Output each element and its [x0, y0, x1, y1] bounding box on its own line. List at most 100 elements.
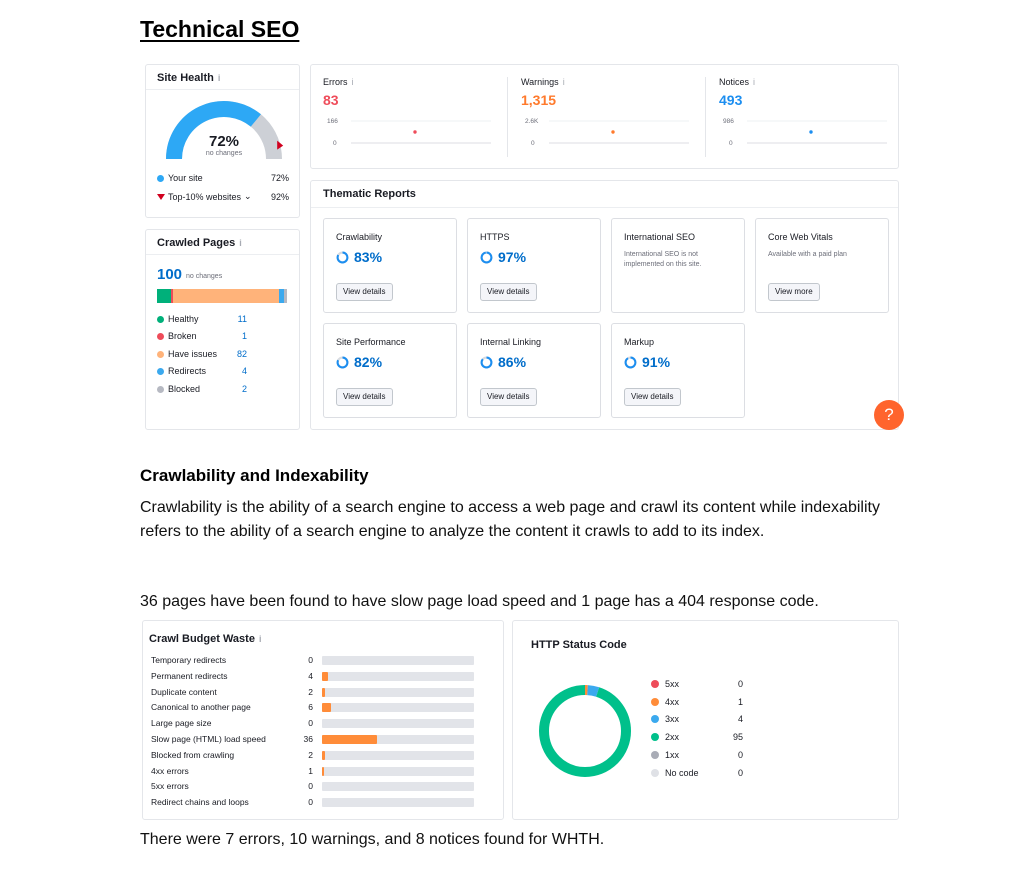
tile-markup[interactable]: Markup 91% View details	[611, 323, 745, 418]
crawled-row-have-issues[interactable]: Have issues 82	[157, 349, 247, 359]
crawl-budget-bar	[322, 687, 326, 697]
thematic-reports-title: Thematic Reports	[323, 188, 416, 200]
donut-segment-2xx	[539, 685, 631, 777]
view-details-button[interactable]: View details	[336, 283, 393, 301]
crawl-budget-value: 0	[308, 797, 313, 808]
warnings-widget[interactable]: Warnings i 1,315 2.6K 0	[509, 65, 705, 168]
http-status-code-card: HTTP Status Code 5xx 0 4xx 1 3xx 4 2xx 95 1x…	[512, 620, 899, 820]
help-button[interactable]: ?	[874, 400, 904, 430]
crawl-budget-bar	[322, 735, 377, 744]
dot-icon	[651, 733, 659, 741]
status-row-4xx[interactable]: 4xx 1	[651, 697, 743, 707]
dot-icon	[157, 385, 164, 393]
svg-text:0: 0	[531, 140, 535, 147]
progress-ring-icon	[624, 356, 637, 368]
warnings-point	[611, 130, 615, 134]
crawl-budget-label: Permanent redirects	[151, 670, 228, 681]
crawl-budget-row[interactable]: 5xx errors 0	[151, 781, 474, 793]
crawl-budget-bar-track	[322, 782, 474, 792]
crawl-budget-value: 2	[308, 686, 313, 697]
view-details-button[interactable]: View details	[480, 388, 537, 406]
crawled-pages-card: Crawled Pages i 100 no changes Healthy 11 …	[145, 229, 300, 430]
status-row-no-code[interactable]: No code 0	[651, 768, 743, 778]
crawl-budget-bar-track	[322, 750, 474, 760]
triangle-icon	[157, 193, 165, 200]
site-health-card: Site Health i 72% no changes Your site 72…	[145, 64, 300, 218]
crawl-budget-row[interactable]: Canonical to another page 6	[151, 702, 474, 714]
crawl-budget-row[interactable]: Permanent redirects 4	[151, 670, 474, 683]
progress-ring-icon	[336, 356, 349, 368]
crawl-budget-value: 0	[308, 655, 313, 665]
crawled-pages-count[interactable]: 100	[157, 266, 183, 283]
crawl-budget-bar	[322, 750, 326, 760]
tile-site-performance[interactable]: Site Performance 82% View details	[323, 323, 457, 418]
tile-international-seo[interactable]: International SEO International SEO is n…	[611, 218, 745, 313]
crawled-row-redirects[interactable]: Redirects 4	[157, 366, 247, 376]
errors-point	[413, 130, 417, 134]
info-icon[interactable]: i	[258, 634, 262, 644]
crawl-budget-label: Slow page (HTML) load speed	[151, 734, 266, 744]
crawl-budget-row[interactable]: Redirect chains and loops 0	[151, 797, 474, 809]
crawl-budget-label: Temporary redirects	[151, 655, 227, 665]
site-health-subtext: no changes	[205, 150, 243, 157]
site-health-value: 72%	[208, 133, 240, 150]
crawled-row-blocked[interactable]: Blocked 2	[157, 384, 247, 394]
site-health-gauge	[166, 101, 284, 160]
thematic-reports-card: Thematic Reports Crawlability 83% View d…	[310, 180, 899, 430]
errors-value[interactable]: 83	[323, 92, 339, 108]
crawl-budget-row[interactable]: Duplicate content 2	[151, 686, 474, 699]
crawl-budget-value: 6	[308, 702, 313, 713]
legend-your-site: Your site 72%	[157, 173, 289, 183]
crawl-budget-value: 1	[308, 765, 313, 776]
chevron-down-icon[interactable]: ⌄	[244, 191, 252, 201]
errors-widget[interactable]: Errors i 83 166 0	[311, 65, 507, 168]
crawl-budget-row[interactable]: Large page size 0	[151, 718, 474, 730]
status-row-1xx[interactable]: 1xx 0	[651, 750, 743, 760]
warnings-value[interactable]: 1,315	[521, 92, 557, 108]
stacked-bar-segment	[157, 289, 172, 303]
status-row-2xx[interactable]: 2xx 95	[651, 732, 743, 742]
notices-value[interactable]: 493	[719, 92, 743, 108]
crawl-budget-bar	[322, 766, 324, 776]
crawl-budget-row[interactable]: Blocked from crawling 2	[151, 750, 474, 762]
crawl-budget-bar	[322, 671, 329, 681]
dot-icon	[651, 680, 659, 688]
svg-text:986: 986	[723, 118, 734, 125]
svg-text:0: 0	[333, 140, 337, 147]
tile-https[interactable]: HTTPS 97% View details	[467, 218, 601, 313]
status-row-3xx[interactable]: 3xx 4	[651, 714, 743, 724]
errors-sparkline: 166 0	[327, 118, 491, 147]
tile-core-web-vitals[interactable]: Core Web Vitals Available with a paid pl…	[755, 218, 889, 313]
crawl-budget-row[interactable]: 4xx errors 1	[151, 765, 474, 778]
dot-icon	[157, 350, 164, 358]
info-icon[interactable]: i	[217, 73, 221, 83]
info-icon[interactable]: i	[753, 77, 756, 87]
info-icon[interactable]: i	[562, 77, 565, 87]
crawled-pages-title: Crawled Pages i	[157, 237, 242, 249]
crawled-row-broken[interactable]: Broken 1	[157, 331, 247, 341]
crawl-budget-value: 36	[303, 734, 313, 744]
tile-internal-linking[interactable]: Internal Linking 86% View details	[467, 323, 601, 418]
legend-top-websites[interactable]: Top-10% websites ⌄ 92%	[157, 191, 289, 202]
crawl-budget-row[interactable]: Temporary redirects 0	[151, 655, 474, 667]
info-icon[interactable]: i	[239, 238, 242, 248]
svg-text:166: 166	[327, 118, 338, 125]
status-row-5xx[interactable]: 5xx 0	[651, 679, 743, 689]
dot-icon	[157, 174, 164, 182]
dot-icon	[157, 367, 164, 375]
dot-icon	[157, 315, 164, 323]
view-details-button[interactable]: View details	[624, 388, 681, 406]
view-details-button[interactable]: View details	[336, 388, 393, 406]
view-more-button[interactable]: View more	[768, 283, 820, 301]
crawled-pages-stacked-bar	[157, 289, 287, 303]
crawl-budget-label: 5xx errors	[151, 781, 189, 792]
crawl-budget-label: 4xx errors	[151, 765, 189, 776]
crawl-budget-row[interactable]: Slow page (HTML) load speed 36	[151, 734, 474, 746]
crawl-budget-bar-track	[322, 719, 474, 729]
view-details-button[interactable]: View details	[480, 283, 537, 301]
tile-crawlability[interactable]: Crawlability 83% View details	[323, 218, 457, 313]
stacked-bar-segment	[284, 289, 287, 303]
notices-widget[interactable]: Notices i 493 986 0	[707, 65, 899, 168]
crawled-row-healthy[interactable]: Healthy 11	[157, 314, 247, 324]
info-icon[interactable]: i	[351, 77, 354, 87]
